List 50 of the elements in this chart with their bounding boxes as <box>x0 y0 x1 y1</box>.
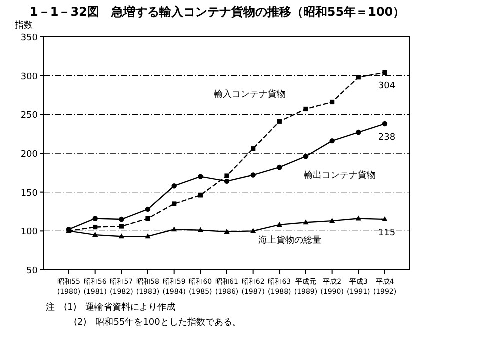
point <box>198 193 203 198</box>
ylabel: 指数 <box>15 21 33 31</box>
point <box>382 121 388 127</box>
point <box>330 218 336 224</box>
point <box>172 184 177 189</box>
value-label: 304 <box>378 82 396 92</box>
y-tick-label: 300 <box>20 72 38 82</box>
point <box>250 228 256 234</box>
point <box>330 138 335 144</box>
point <box>303 154 309 160</box>
point <box>119 216 124 222</box>
y-tick-label: 200 <box>20 150 38 160</box>
point <box>93 224 98 230</box>
point <box>145 234 151 239</box>
point <box>172 202 177 206</box>
point <box>224 178 230 184</box>
point <box>304 106 308 112</box>
point <box>330 100 335 105</box>
point <box>145 206 151 212</box>
point <box>382 70 388 76</box>
point <box>276 222 282 227</box>
point <box>172 226 178 232</box>
point <box>356 216 362 221</box>
annotation: (2) 昭和55年を100とした指数である。 <box>74 318 242 328</box>
point <box>250 172 256 178</box>
point <box>198 227 204 232</box>
y-tick-label: 350 <box>20 34 38 44</box>
point <box>224 174 230 178</box>
point <box>277 164 282 170</box>
annotation: 注 (1) 運輸省資料により作成 <box>46 303 176 313</box>
title: 1－1－32図 急増する輸入コンテナ貨物の推移（昭和55年＝100） <box>30 5 406 19</box>
point <box>118 234 124 239</box>
value-label: 115 <box>378 228 396 239</box>
value-label: 238 <box>378 132 396 143</box>
point <box>146 216 150 222</box>
point <box>251 146 256 152</box>
point <box>303 220 309 225</box>
point <box>92 216 98 222</box>
point <box>92 232 98 238</box>
point <box>382 216 388 222</box>
point <box>356 130 362 136</box>
point <box>198 174 204 180</box>
point <box>277 119 282 124</box>
y-tick-label: 250 <box>20 111 38 122</box>
point <box>119 224 124 229</box>
y-tick-label: 50 <box>26 266 38 276</box>
y-tick-label: 100 <box>20 228 38 238</box>
point <box>224 228 230 234</box>
point <box>356 75 361 80</box>
y-tick-label: 150 <box>20 188 38 199</box>
